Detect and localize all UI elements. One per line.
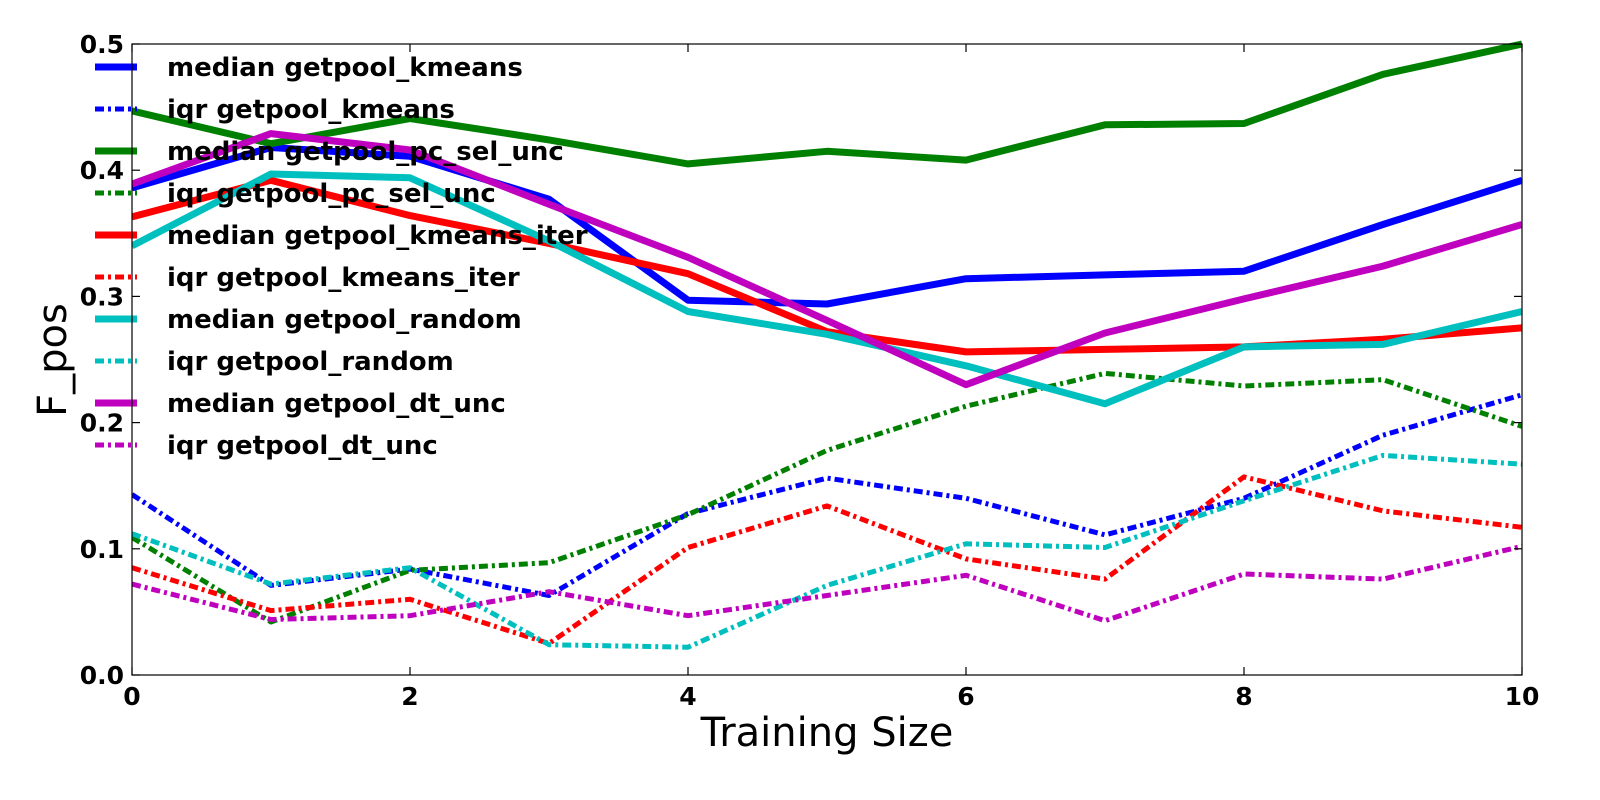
x-axis-label: Training Size <box>700 710 954 756</box>
y-tick-label-1: 0.1 <box>80 535 124 564</box>
y-tick-label-2: 0.2 <box>80 409 124 438</box>
series-line-9 <box>132 543 1522 624</box>
x-tick-label-2: 4 <box>679 682 696 711</box>
y-tick-label-0: 0.0 <box>80 661 124 690</box>
legend-label-6: median getpool_random <box>167 305 522 335</box>
legend-label-4: median getpool_kmeans_iter <box>167 221 588 251</box>
series-line-0 <box>132 144 1522 308</box>
x-tick-label-1: 2 <box>401 682 418 711</box>
x-tick-label-0: 0 <box>123 682 140 711</box>
y-tick-label-3: 0.3 <box>80 282 124 311</box>
x-tick-label-5: 10 <box>1505 682 1540 711</box>
series-line-3 <box>132 370 1522 625</box>
legend-label-9: iqr getpool_dt_unc <box>167 431 438 461</box>
axis-ticks: 0 2 4 6 8 10 0.0 0.1 0.2 0.3 0.4 0.5 <box>80 30 1540 711</box>
series-layer <box>132 40 1522 650</box>
series-line-8 <box>132 130 1522 389</box>
series-line-7 <box>132 452 1522 650</box>
y-tick-label-5: 0.5 <box>80 30 124 59</box>
legend-label-5: iqr getpool_kmeans_iter <box>167 263 520 293</box>
series-line-5 <box>132 474 1522 646</box>
series-line-6 <box>132 170 1522 408</box>
legend-label-1: iqr getpool_kmeans <box>167 95 455 125</box>
x-tick-label-3: 6 <box>957 682 974 711</box>
y-axis-label: F_pos <box>30 303 76 417</box>
series-line-1 <box>132 392 1522 598</box>
series-line-2 <box>132 40 1522 168</box>
x-tick-label-4: 8 <box>1235 682 1252 711</box>
y-tick-label-4: 0.4 <box>80 156 124 185</box>
legend-label-0: median getpool_kmeans <box>167 53 523 83</box>
legend-label-8: median getpool_dt_unc <box>167 389 506 419</box>
plot-frame <box>131 43 1523 676</box>
legend-label-7: iqr getpool_random <box>167 347 454 377</box>
legend-label-2: median getpool_pc_sel_unc <box>167 137 564 167</box>
legend-label-3: iqr getpool_pc_sel_unc <box>167 179 496 209</box>
